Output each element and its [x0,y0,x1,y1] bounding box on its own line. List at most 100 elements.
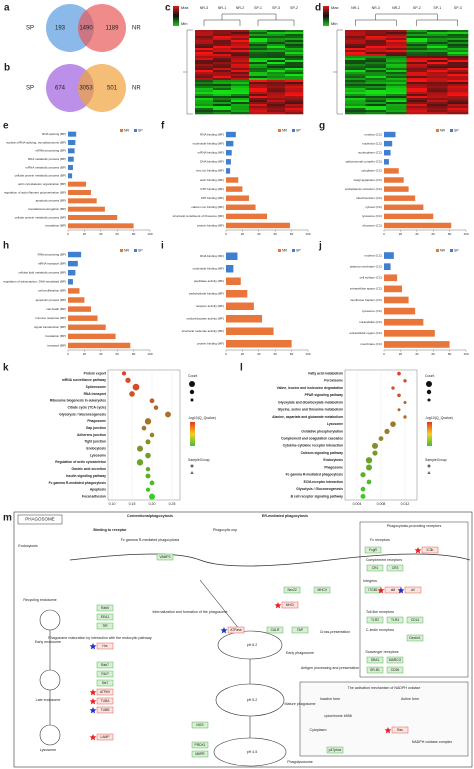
heatmap-cell [213,108,232,111]
pathway-text: Cytoplasm [310,728,327,732]
panel-label: k [3,363,9,374]
category-label: RNA metabolic process (BP) [28,157,66,161]
heatmap-cell [345,74,366,77]
heatmap-cell [267,106,286,109]
heatmap-cell [427,88,448,91]
heatmap-cell [447,34,469,37]
heatmap-cell [195,78,214,81]
x-tick-label: 40 [257,232,261,236]
x-tick-label: 40 [415,232,419,236]
heatmap-cell [213,64,232,67]
x-tick-label: 80 [132,232,136,236]
x-tick-label: 0 [67,352,69,356]
heatmap-cell [267,94,286,97]
heatmap-cell [267,72,286,75]
category-label: Lysosome [327,422,343,426]
category-label: B cell receptor signaling pathway [291,494,344,498]
heatmap-cell [386,110,407,113]
bar [68,156,74,162]
category-label: peptidase activity (MF) [194,279,224,283]
heatmap-cell [231,108,250,111]
pathway-text: Conventionalphagocytosis [127,514,173,518]
heatmap-cell [267,36,286,39]
heatmap-cell [386,40,407,43]
column-label: SP-3 [454,6,462,10]
heatmap-cell [267,74,286,77]
bar [226,159,231,165]
category-label: immune response (BP) [35,316,66,320]
bar [226,340,292,348]
heatmap-cell [231,64,250,67]
heatmap-cell [267,66,286,69]
bar [68,288,80,294]
dot [136,459,144,466]
heatmap-cell [406,110,428,113]
heatmap-cell [427,108,448,111]
bar [68,223,134,229]
gene-box [96,613,114,621]
heatmap-cell [213,38,232,41]
heatmap-cell [447,68,469,71]
category-label: regulation of actin filament polymerizat… [4,190,66,194]
pathway-text: Integrins [363,579,377,583]
color-scale [427,422,432,446]
category-label: Apoptosis [90,488,106,492]
category-label: Fatty acid metabolism [308,371,343,375]
heatmap-cell [285,56,304,59]
heatmap-cell [365,92,387,95]
heatmap-cell [195,58,214,61]
dot [403,401,407,404]
x-tick-label: 80 [132,352,136,356]
heatmap-cell [447,112,469,115]
column-label: SP-2 [290,6,298,10]
heatmap-cell [213,84,232,87]
heatmap-cell [231,32,250,35]
membrane [69,553,471,567]
heatmap-cell [447,62,469,65]
heatmap-cell [365,56,387,59]
gene-label: Rab7 [101,663,109,667]
heatmap-cell [365,106,387,109]
heatmap-cell [386,70,407,73]
heatmap-cell [447,78,469,81]
x-tick-label: 60 [274,352,278,356]
heatmap-cell [249,66,268,69]
receptor-box [359,521,469,678]
heatmap-cell [213,72,232,75]
heatmap-cell [249,106,268,109]
heatmap-cell [406,60,428,63]
heatmap-cell [267,92,286,95]
heatmap-cell [249,32,268,35]
gene-label: TUBA [101,699,111,703]
gene-box [96,733,114,741]
dot [149,398,155,404]
heatmap-cell [406,62,428,65]
heatmap-cell [249,82,268,85]
heatmap-cell [365,108,387,111]
gene-label: MHCI [286,603,295,607]
category-label: intracellular (CC) [359,320,382,324]
column-label: NR-1 [351,6,359,10]
heatmap-cell [285,46,304,49]
heatmap-cell [195,92,214,95]
heatmap-cell [427,50,448,53]
heatmap-cell [427,30,448,33]
gene-box [96,642,114,650]
dot [149,493,155,500]
heatmap-cell [447,32,469,35]
category-label: RNA processing (BP) [38,252,66,256]
heatmap-cell [249,108,268,111]
gene-label: FcgR [369,548,377,552]
heatmap-cell [267,30,286,33]
category-label: nuclear mRNA splicing, via spliceosome (… [6,140,66,144]
gene-label: SRA1 [371,658,380,662]
heatmap-cell [365,86,387,89]
heatmap-cell [447,72,469,75]
gene-label: TAP [297,628,304,632]
heatmap-cell [213,112,232,115]
heatmap-cell [267,44,286,47]
heatmap-cell [406,54,428,57]
endosome [39,724,61,746]
heatmap-cell [345,98,366,101]
heatmap-cell [447,108,469,111]
